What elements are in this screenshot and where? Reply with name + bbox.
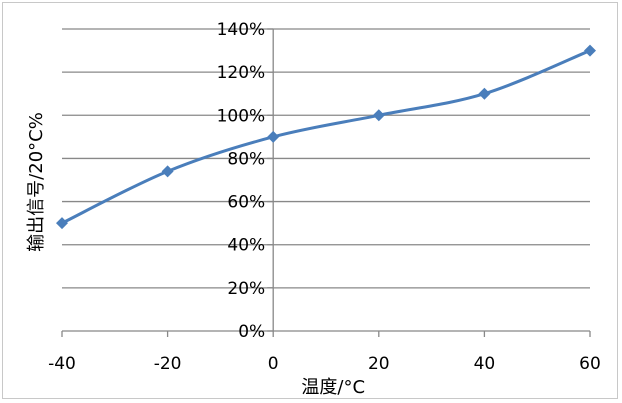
x-tick-label-3: 20 (368, 354, 390, 374)
y-tick-labels: 0% 20% 40% 60% 80% 100% 120% 140% (217, 20, 266, 342)
data-point-5 (584, 44, 596, 57)
x-tick-label-2: 0 (268, 354, 279, 374)
y-tick-label-5: 100% (217, 106, 266, 126)
data-point-0 (56, 217, 68, 230)
y-tick-label-1: 20% (227, 279, 265, 299)
y-tick-label-7: 140% (217, 20, 266, 40)
x-tick-label-0: -40 (48, 354, 76, 374)
y-tick-label-2: 40% (227, 236, 265, 256)
y-tick-label-3: 60% (227, 193, 265, 213)
series-line-0 (61, 49, 591, 225)
x-tick-label-5: 60 (579, 354, 601, 374)
y-tick-label-0: 0% (238, 322, 265, 342)
x-tick-label-1: -20 (154, 354, 182, 374)
series-group (56, 44, 596, 230)
axes (61, 28, 591, 337)
data-point-2 (267, 130, 280, 143)
data-point-3 (372, 109, 385, 122)
y-tick-label-4: 80% (227, 149, 265, 169)
x-axis-label: 温度/°C (301, 377, 365, 398)
y-tick-label-6: 120% (217, 63, 266, 83)
data-point-1 (161, 165, 174, 178)
x-tick-label-4: 40 (474, 354, 496, 374)
gridlines (62, 28, 590, 332)
y-axis-label: 输出信号/20°C% (26, 112, 47, 252)
x-tick-labels: -40 -20 0 20 40 60 (48, 354, 601, 374)
data-point-4 (478, 87, 491, 100)
